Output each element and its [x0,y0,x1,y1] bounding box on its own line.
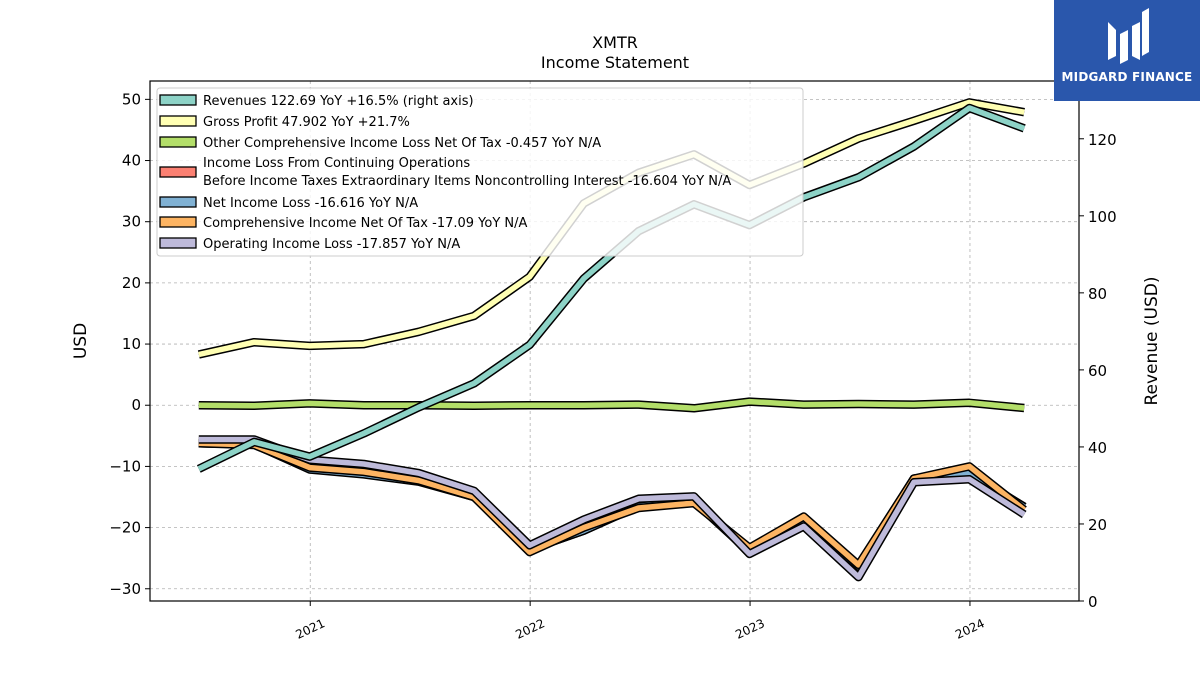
y-right-tick-label: 100 [1088,208,1117,226]
legend-swatch [159,136,197,148]
series-operating-income-loss [198,435,1027,582]
series-layer [196,98,1027,582]
plot-frame [149,80,1080,602]
series-line [198,436,1026,580]
y-left-tick-label: 0 [131,396,141,414]
x-tick-label: 2022 [513,616,547,642]
y-left-tick-label: 20 [122,274,141,292]
legend-swatch [159,166,197,178]
y-left-tick-label: 30 [122,213,141,231]
y-right-tick-label: 20 [1088,516,1107,534]
y-axis-label-right: Revenue (USD) [1142,276,1162,405]
legend: Revenues 122.69 YoY +16.5% (right axis) G… [156,87,804,257]
legend-label: Net Income Loss -16.616 YoY N/A [203,196,418,211]
y-left-tick-label: 10 [122,335,141,353]
series-other-comprehensive-income-loss-net-of-tax [198,397,1025,413]
y-right-tick-label: 40 [1088,439,1107,457]
y-left-tick-label: −10 [109,457,141,475]
y-left-tick-label: 50 [122,90,141,108]
brand-mark-icon [1108,8,1149,64]
legend-swatch [159,216,197,228]
brand-name: MIDGARD FINANCE [1061,70,1193,84]
y-right-tick-label: 120 [1088,131,1117,149]
x-tick-label: 2023 [733,616,767,642]
y-left-tick-label: −30 [109,580,141,598]
chart-subtitle: Income Statement [541,53,689,72]
y-axis-left: −30 −20 −10 0 10 20 30 40 50 [109,90,150,598]
brand-logo: MIDGARD FINANCE [1054,0,1200,101]
y-left-tick-label: −20 [109,519,141,537]
legend-box [156,87,804,257]
y-right-tick-label: 60 [1088,362,1107,380]
x-axis: 2021 2022 2023 2024 [293,601,987,642]
legend-label: Operating Income Loss -17.857 YoY N/A [203,237,460,252]
y-axis-right: 0 20 40 60 80 100 120 [1079,131,1117,611]
legend-label: Revenues 122.69 YoY +16.5% (right axis) [203,94,474,109]
x-tick-label: 2024 [953,616,987,642]
legend-swatch [159,237,197,249]
series-line [198,398,1025,412]
legend-swatch [159,196,197,208]
legend-label: Other Comprehensive Income Loss Net Of T… [203,136,601,151]
x-tick-label: 2021 [293,616,327,642]
legend-swatch [159,115,197,127]
y-axis-label-left: USD [71,323,91,359]
y-right-tick-label: 80 [1088,285,1107,303]
legend-label: Gross Profit 47.902 YoY +21.7% [203,115,410,130]
y-left-tick-label: 40 [122,152,141,170]
legend-label: Income Loss From Continuing Operations [203,156,470,171]
legend-swatch [159,94,197,106]
chart-title: XMTR [592,33,638,52]
legend-label: Comprehensive Income Net Of Tax -17.09 Y… [203,216,528,231]
y-right-tick-label: 0 [1088,593,1098,611]
legend-label: Before Income Taxes Extraordinary Items … [203,174,731,189]
